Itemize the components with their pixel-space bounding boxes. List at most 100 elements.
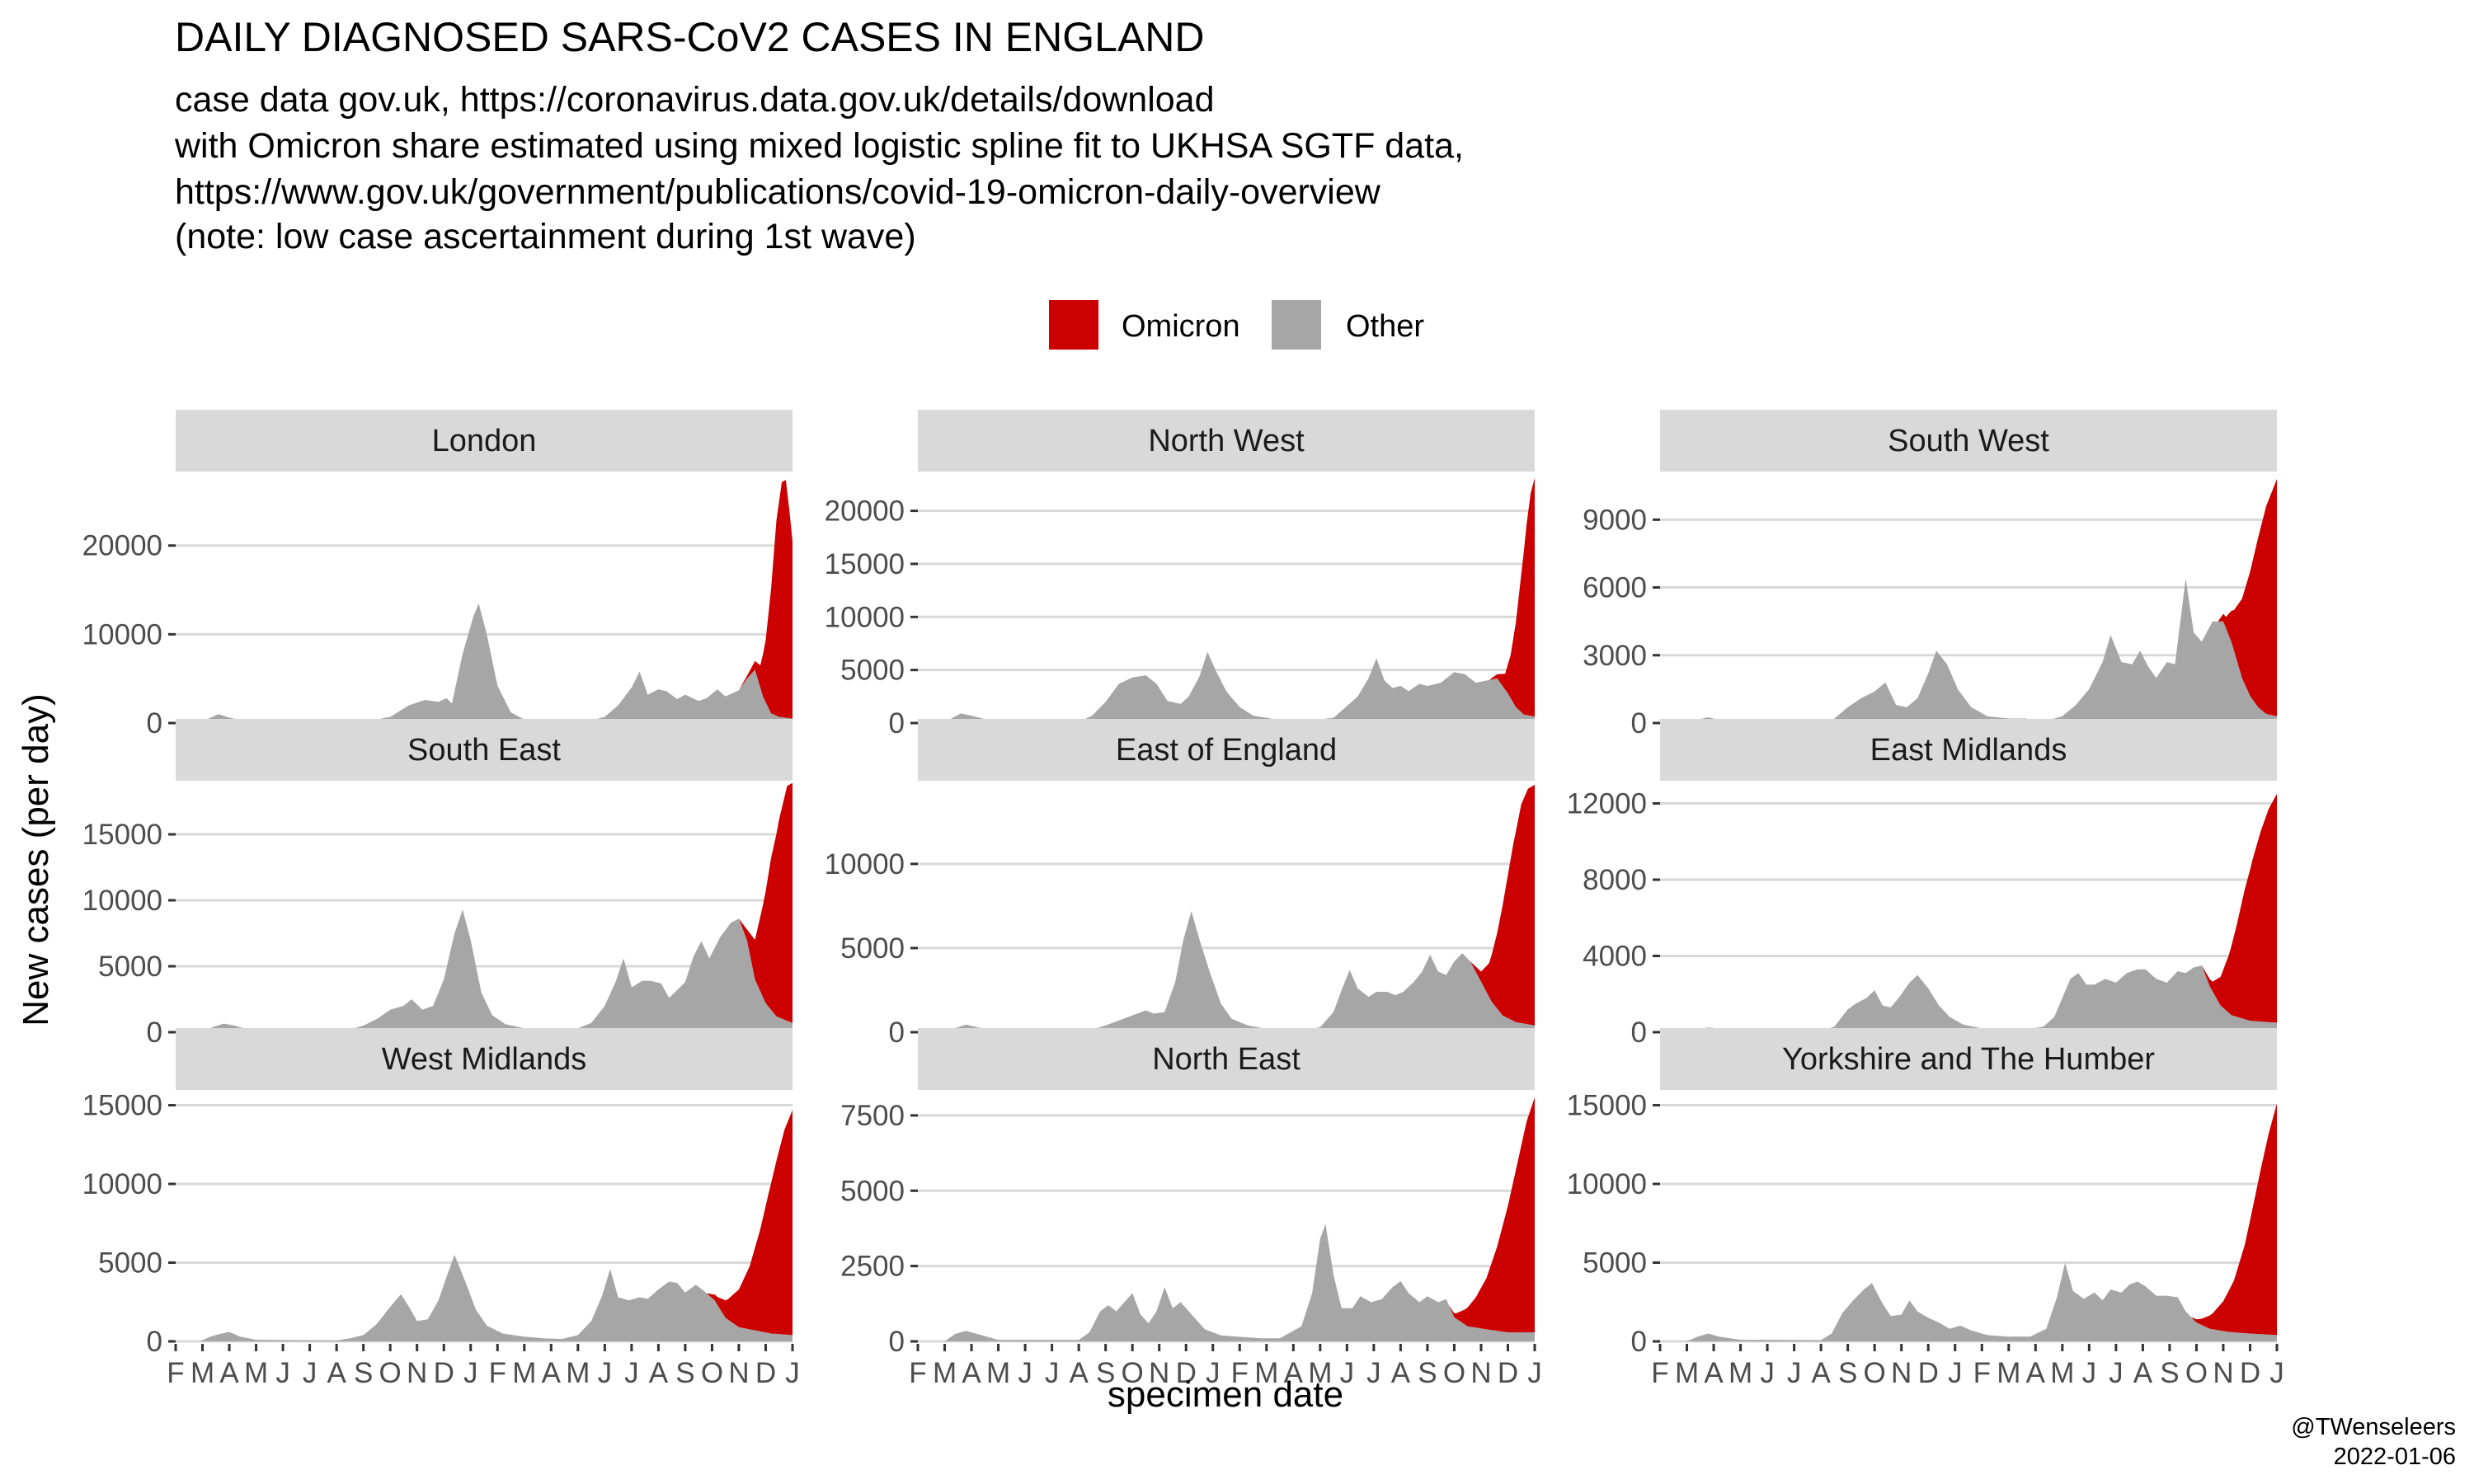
chart-title: DAILY DIAGNOSED SARS-CoV2 CASES IN ENGLA… (175, 14, 1205, 60)
area-other-east-midlands (1660, 965, 2277, 1032)
y-tick-label: 4000 (1583, 941, 1647, 973)
y-tick-label: 0 (147, 1326, 162, 1358)
facet-title-london: London (432, 424, 537, 458)
y-tick-label: 0 (889, 707, 905, 740)
x-tick-label: F (909, 1357, 926, 1389)
x-tick-label: J (2269, 1357, 2284, 1389)
area-omicron-west-midlands (176, 1110, 793, 1341)
y-tick-label: 9000 (1583, 504, 1647, 536)
x-tick-label: O (701, 1357, 723, 1389)
subtitle-line-2: with Omicron share estimated using mixed… (174, 126, 1464, 166)
credit-handle: @TWenseleers (2291, 1414, 2456, 1440)
subtitle-line-1: case data gov.uk, https://coronavirus.da… (175, 80, 1215, 120)
legend-swatch-omicron (1049, 300, 1098, 350)
x-tick-label: O (1443, 1357, 1465, 1389)
area-other-south-west (1660, 578, 2277, 723)
y-tick-label: 5000 (98, 1247, 162, 1280)
y-tick-label: 0 (1631, 707, 1647, 740)
facet-title-east-midlands: East Midlands (1870, 733, 2067, 768)
y-tick-label: 10000 (825, 848, 905, 881)
x-tick-label: J (463, 1357, 478, 1389)
x-tick-label: S (1418, 1357, 1437, 1389)
x-tick-label: N (407, 1357, 427, 1389)
facet-title-north-west: North West (1148, 424, 1305, 458)
x-tick-label: O (2185, 1357, 2208, 1389)
x-tick-label: J (624, 1357, 639, 1389)
facet-strip-yorkshire-and-the-humber (1660, 1028, 2277, 1090)
x-tick-label: A (542, 1357, 562, 1389)
x-tick-label: F (1973, 1357, 1991, 1389)
panel-south-west: South West 0 3000 6000 9000 (1583, 410, 2277, 740)
x-tick-label: J (1787, 1357, 1802, 1389)
area-other-yorkshire-and-the-humber (1660, 1262, 2277, 1341)
panel-south-east: South East 0 5000 10000 15000 (82, 719, 793, 1049)
y-tick-label: 0 (889, 1017, 905, 1049)
x-tick-label: J (1018, 1357, 1032, 1389)
x-tick-label: F (1231, 1357, 1249, 1389)
x-tick-label: A (1284, 1357, 1304, 1389)
panel-north-west: North West 0 5000 10000 15000 20000 (825, 410, 1535, 740)
legend-swatch-other (1272, 300, 1321, 350)
area-other-south-east (176, 909, 793, 1032)
facet-title-yorkshire-and-the-humber: Yorkshire and The Humber (1782, 1042, 2155, 1077)
x-tick-label: J (1340, 1357, 1355, 1389)
y-tick-label: 5000 (98, 951, 162, 983)
x-axis-title: specimen date (1108, 1374, 1343, 1415)
x-tick-label: M (1997, 1357, 2020, 1389)
panel-yorkshire-and-the-humber: Yorkshire and The Humber 0 5000 10000 15000 F… (1567, 1028, 2284, 1389)
x-tick-label: M (1729, 1357, 1752, 1389)
x-tick-label: M (986, 1357, 1010, 1389)
x-tick-label: A (1069, 1357, 1089, 1389)
area-other-london (176, 603, 793, 723)
x-tick-label: O (1122, 1357, 1144, 1389)
y-tick-label: 0 (889, 1326, 905, 1358)
y-tick-label: 15000 (82, 819, 162, 851)
x-tick-label: A (327, 1357, 346, 1389)
y-tick-label: 12000 (1567, 788, 1647, 820)
x-tick-label: M (512, 1357, 536, 1389)
area-other-north-east (918, 1223, 1535, 1341)
x-tick-label: A (219, 1357, 239, 1389)
facet-strip-south-east (176, 719, 793, 781)
panel-east-midlands: East Midlands 0 4000 8000 12000 (1567, 719, 2277, 1049)
facet-title-south-west: South West (1888, 424, 2049, 458)
x-tick-label: J (1760, 1357, 1775, 1389)
facet-strip-east-of-england (918, 719, 1535, 781)
x-tick-label: F (489, 1357, 506, 1389)
x-tick-label: D (1918, 1357, 1939, 1389)
y-tick-label: 10000 (825, 601, 905, 633)
y-tick-label: 7500 (840, 1100, 905, 1132)
x-tick-label: A (1704, 1357, 1724, 1389)
facet-strip-north-east (918, 1028, 1535, 1090)
y-tick-label: 15000 (825, 548, 905, 580)
x-tick-label: J (2109, 1357, 2124, 1389)
y-tick-label: 5000 (1583, 1247, 1647, 1280)
y-tick-label: 6000 (1583, 572, 1647, 604)
x-tick-label: J (2082, 1357, 2097, 1389)
facet-strip-south-west (1660, 410, 2277, 472)
x-tick-label: A (649, 1357, 669, 1389)
facet-title-south-east: South East (407, 733, 561, 768)
x-tick-label: J (598, 1357, 613, 1389)
x-tick-label: D (1176, 1357, 1197, 1389)
y-tick-label: 10000 (1567, 1168, 1647, 1200)
y-axis-title: New cases (per day) (16, 693, 56, 1026)
y-tick-label: 8000 (1583, 864, 1647, 896)
y-tick-label: 0 (1631, 1017, 1647, 1049)
x-tick-label: D (1498, 1357, 1518, 1389)
subtitle-line-4: (note: low case ascertainment during 1st… (175, 217, 916, 256)
x-tick-label: J (1527, 1357, 1542, 1389)
y-tick-label: 3000 (1583, 640, 1647, 672)
y-tick-label: 15000 (82, 1090, 162, 1122)
x-tick-label: M (190, 1357, 214, 1389)
subtitle-line-3: https://www.gov.uk/government/publicatio… (175, 172, 1381, 212)
x-tick-label: D (755, 1357, 776, 1389)
y-tick-label: 15000 (1567, 1090, 1647, 1122)
panel-east-of-england: East of England 0 5000 10000 (825, 719, 1535, 1049)
x-tick-label: S (1838, 1357, 1857, 1389)
x-tick-label: M (933, 1357, 957, 1389)
x-tick-label: F (167, 1357, 184, 1389)
